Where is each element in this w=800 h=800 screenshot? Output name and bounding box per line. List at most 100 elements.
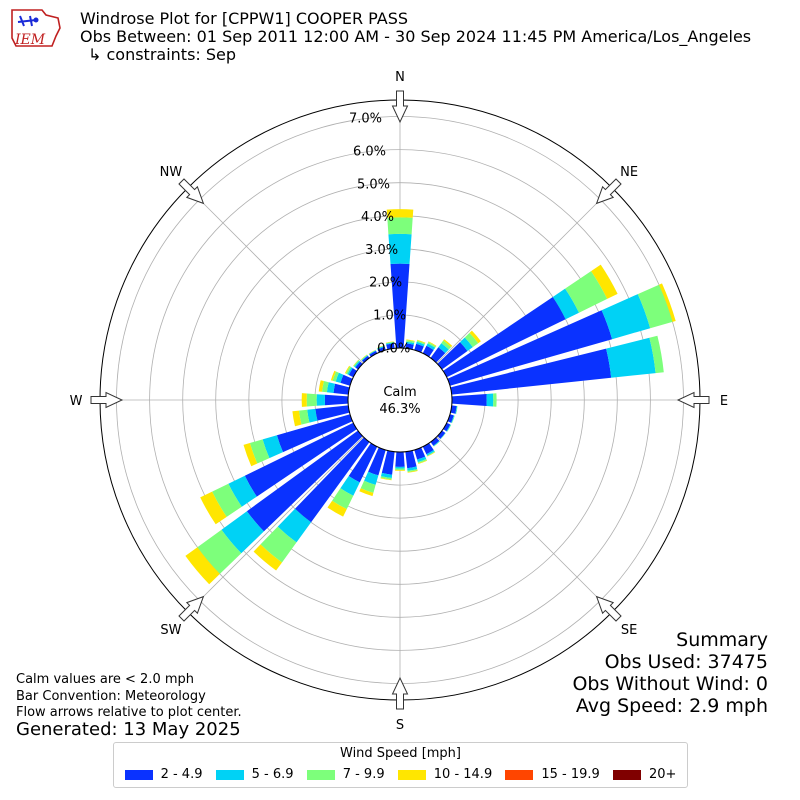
windrose-bar (340, 476, 360, 496)
windrose-bar (316, 394, 325, 406)
windrose-bar (185, 547, 220, 585)
windrose-bar (348, 368, 357, 378)
calm-value: 46.3% (379, 402, 420, 417)
windrose-bar (221, 511, 264, 554)
radial-tick-label: 3.0% (365, 243, 398, 258)
windrose-bar (200, 491, 227, 525)
windrose-bar (493, 393, 497, 407)
windrose-bar (326, 382, 336, 393)
windrose-bar (440, 432, 446, 440)
legend: Wind Speed [mph] 2 - 4.9 5 - 6.9 7 - 9.9 10… (113, 742, 688, 788)
windrose-bar (385, 341, 394, 344)
windrose-bar (345, 366, 352, 375)
radial-tick-label: 7.0% (349, 112, 382, 127)
windrose-bar (464, 332, 479, 348)
windrose-bar (377, 345, 385, 350)
flow-arrows-note: Flow arrows relative to plot center. (16, 705, 242, 720)
windrose-bar (324, 394, 349, 406)
obs-between: Obs Between: 01 Sep 2011 12:00 AM - 30 S… (80, 27, 752, 46)
windrose-bar (390, 263, 410, 349)
windrose-bar (344, 365, 350, 374)
windrose-bar (327, 500, 347, 517)
windrose-bar (362, 355, 370, 363)
windrose-bar (406, 339, 415, 342)
windrose-bar (440, 433, 446, 440)
windrose-bar (212, 483, 242, 517)
windrose-bar (433, 441, 440, 447)
windrose-bar (606, 337, 656, 378)
windrose-bar (430, 437, 440, 446)
windrose-bar (460, 337, 473, 351)
legend-swatch (505, 769, 534, 780)
windrose-bar (381, 472, 393, 478)
ring-gridline (182, 182, 618, 618)
radial-tick-label: 4.0% (361, 210, 394, 225)
windrose-bar (443, 297, 566, 378)
windrose-bar (315, 405, 350, 421)
windrose-bar (330, 370, 336, 381)
legend-swatch (124, 769, 153, 780)
windrose-bar (385, 341, 394, 344)
windrose-bar (387, 217, 413, 235)
windrose-bar (447, 310, 613, 386)
windrose-bar (301, 393, 307, 407)
legend-title: Wind Speed [mph] (340, 746, 461, 761)
windrose-bar (443, 422, 451, 432)
windrose-bar (380, 477, 392, 481)
windrose-bar (262, 435, 283, 459)
direction-arrow (391, 90, 409, 124)
windrose-bar (277, 508, 312, 543)
calm-circle (347, 347, 453, 453)
direction-arrow (595, 595, 622, 622)
windrose-bar (368, 349, 376, 354)
windrose-bar (333, 383, 350, 395)
windrose-bar (428, 341, 437, 347)
constraints: ↳ constraints: Sep (88, 45, 237, 64)
windrose-bar (318, 380, 324, 392)
windrose-bar (426, 343, 436, 350)
windrose-bar (486, 393, 494, 407)
direction-label: S (396, 718, 404, 733)
legend-entry: 15 - 19.9 (505, 767, 600, 782)
windrose-bar (450, 405, 457, 414)
windrose-bar (565, 271, 608, 313)
windrose-bar (368, 350, 376, 355)
windrose-bar (243, 443, 258, 467)
windrose-bar (427, 451, 435, 457)
windrose-bar (433, 440, 440, 447)
direction-label: SW (160, 623, 181, 638)
legend-label: 2 - 4.9 (160, 767, 203, 782)
legend-label: 15 - 19.9 (541, 767, 600, 782)
direction-label: NW (160, 165, 183, 180)
radial-tick-label: 2.0% (369, 276, 402, 291)
iem-logo: IEM (11, 9, 61, 48)
windrose-bar (455, 406, 458, 414)
windrose-bar (446, 424, 452, 432)
windrose-bar (228, 475, 257, 507)
windrose-bar (416, 341, 425, 347)
windrose-bar (246, 430, 363, 532)
generated-date: Generated: 13 May 2025 (16, 719, 241, 740)
windrose-bar (295, 437, 370, 523)
windrose-bar (197, 529, 242, 574)
summary-obs-without-wind: Obs Without Wind: 0 (572, 673, 768, 695)
windrose-bar (359, 488, 374, 497)
bar-convention: Bar Convention: Meteorology (16, 689, 206, 704)
windrose-bar (438, 343, 449, 354)
legend-entry: 20+ (612, 767, 676, 782)
windrose-bar (416, 340, 426, 345)
windrose-bar (455, 406, 458, 414)
windrose-bar (347, 367, 353, 375)
windrose-bar (360, 354, 368, 360)
windrose-bar (306, 393, 317, 407)
legend-entry: 7 - 9.9 (306, 767, 385, 782)
direction-arrow (676, 391, 710, 409)
windrose-bar (417, 339, 426, 344)
windrose-bar (380, 476, 392, 480)
windrose-bar (447, 414, 454, 423)
legend-entry: 2 - 4.9 (124, 767, 203, 782)
summary-obs-used: Obs Used: 37475 (604, 651, 768, 673)
windrose-bar (552, 288, 579, 320)
windrose-bar (441, 340, 452, 350)
